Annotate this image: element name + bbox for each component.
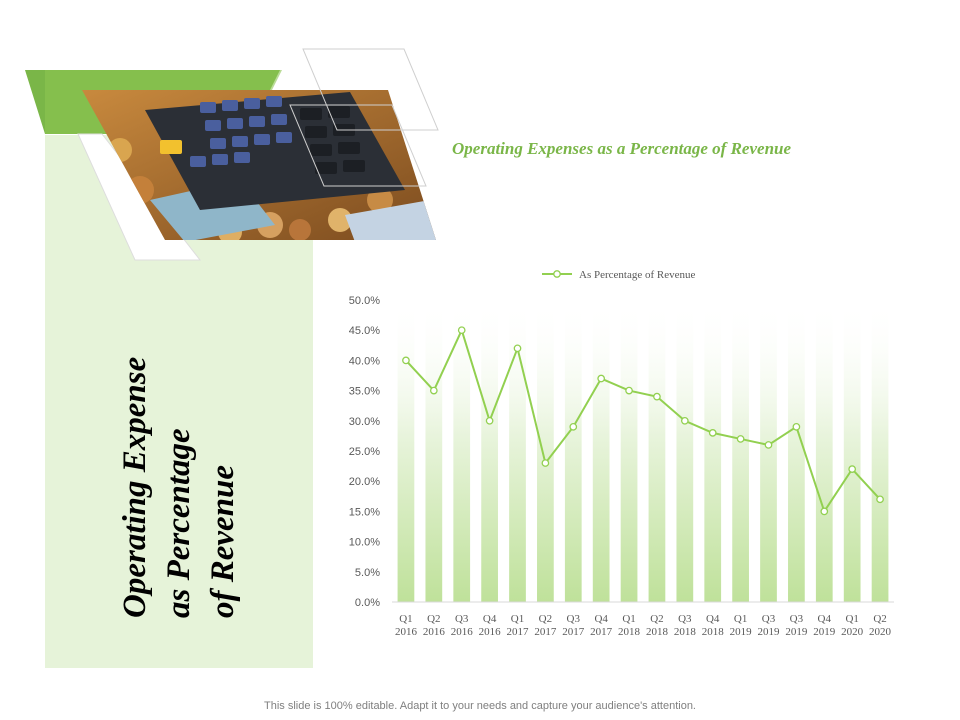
- column-band: [481, 300, 498, 602]
- x-tick-label-quarter: Q3: [790, 613, 804, 625]
- x-tick-label-year: 2019: [758, 626, 781, 638]
- data-point: [680, 416, 689, 425]
- y-tick-label: 20.0%: [349, 476, 380, 488]
- calculator-photo: [82, 48, 439, 240]
- column-band: [620, 300, 638, 602]
- side-title-line-1: Operating Expense: [117, 356, 153, 618]
- y-tick-label: 30.0%: [349, 416, 380, 428]
- data-point: [848, 465, 857, 473]
- x-tick-label-quarter: Q2: [539, 613, 552, 625]
- column-band: [453, 300, 471, 602]
- y-tick-label: 35.0%: [349, 386, 380, 398]
- data-point: [764, 441, 773, 449]
- data-point: [485, 416, 494, 425]
- data-point: [876, 495, 884, 504]
- x-tick-label-quarter: Q1: [511, 613, 524, 625]
- legend-marker: [553, 270, 561, 278]
- y-tick-label: 40.0%: [349, 355, 380, 367]
- column-band: [537, 300, 554, 602]
- data-point: [513, 344, 522, 353]
- column-band: [788, 300, 805, 602]
- x-tick-label-quarter: Q4: [594, 613, 608, 625]
- y-tick-label: 5.0%: [355, 567, 380, 579]
- series-line: [405, 327, 881, 514]
- x-tick-label-year: 2016: [395, 626, 418, 638]
- line-chart: 0.0% 5.0% 10.0% 15.0% 20.0% 25.0% 30.0% 35.0% 40…: [349, 269, 894, 638]
- column-band: [871, 300, 889, 602]
- footer-note: This slide is 100% editable. Adapt it to…: [264, 700, 696, 712]
- x-tick-label-quarter: Q3: [678, 613, 692, 625]
- column-band: [397, 300, 415, 602]
- column-band: [732, 300, 749, 602]
- x-tick-label-quarter: Q2: [650, 613, 663, 625]
- x-tick-label-quarter: Q3: [567, 613, 581, 625]
- y-tick-label: 10.0%: [349, 537, 380, 549]
- legend-label: As Percentage of Revenue: [579, 269, 695, 281]
- data-point: [653, 392, 661, 401]
- x-tick-label-year: 2018: [702, 626, 725, 638]
- x-tick-label-year: 2017: [507, 626, 530, 638]
- column-band: [704, 300, 722, 602]
- column-band: [592, 300, 610, 602]
- x-tick-label-quarter: Q1: [734, 613, 747, 625]
- x-tick-label-year: 2018: [674, 626, 697, 638]
- side-title-line-3: of Revenue: [205, 464, 241, 618]
- column-band: [760, 300, 777, 602]
- data-point: [820, 507, 829, 516]
- side-title-line-2: as Percentage: [161, 428, 197, 618]
- column-band: [843, 300, 861, 602]
- x-tick-label-year: 2020: [869, 626, 892, 638]
- data-point: [708, 429, 717, 437]
- column-band: [815, 300, 833, 602]
- x-tick-label-quarter: Q4: [818, 613, 832, 625]
- x-tick-label-quarter: Q1: [622, 613, 635, 625]
- data-point: [457, 326, 466, 335]
- x-tick-label-year: 2019: [730, 626, 753, 638]
- x-tick-label-quarter: Q3: [762, 613, 776, 625]
- y-tick-label: 45.0%: [349, 325, 380, 337]
- column-band: [676, 300, 694, 602]
- x-tick-label-quarter: Q2: [873, 613, 886, 625]
- x-tick-label-year: 2018: [618, 626, 641, 638]
- x-tick-label-quarter: Q4: [483, 613, 497, 625]
- x-tick-label-year: 2016: [479, 626, 502, 638]
- data-point: [597, 374, 606, 383]
- x-tick-label-quarter: Q2: [427, 613, 440, 625]
- column-band: [648, 300, 666, 602]
- x-tick-label-quarter: Q3: [455, 613, 469, 625]
- data-point: [792, 422, 801, 431]
- column-band: [564, 300, 582, 602]
- data-point: [429, 386, 438, 395]
- y-tick-label: 15.0%: [349, 506, 380, 518]
- data-point: [569, 422, 578, 431]
- column-band: [425, 300, 443, 602]
- x-tick-label-year: 2016: [423, 626, 446, 638]
- data-point: [402, 356, 410, 365]
- x-tick-label-quarter: Q1: [845, 613, 858, 625]
- y-tick-label: 0.0%: [355, 597, 380, 609]
- column-band: [509, 300, 526, 602]
- x-tick-label-year: 2019: [785, 626, 808, 638]
- x-tick-label-year: 2017: [590, 626, 613, 638]
- x-tick-label-year: 2018: [646, 626, 669, 638]
- data-point: [736, 435, 745, 443]
- x-tick-label-quarter: Q4: [706, 613, 720, 625]
- chart-heading: Operating Expenses as a Percentage of Re…: [452, 139, 792, 158]
- y-tick-label: 50.0%: [349, 295, 380, 307]
- data-point: [541, 459, 550, 467]
- data-point: [625, 386, 633, 395]
- x-tick-label-year: 2016: [451, 626, 474, 638]
- x-tick-label-year: 2020: [841, 626, 864, 638]
- x-tick-label-year: 2017: [534, 626, 557, 638]
- x-tick-label-quarter: Q1: [399, 613, 412, 625]
- x-tick-label-year: 2019: [813, 626, 836, 638]
- x-tick-label-year: 2017: [562, 626, 585, 638]
- side-title: Operating Expense as Percentage of Reven…: [113, 318, 245, 618]
- y-tick-label: 25.0%: [349, 446, 380, 458]
